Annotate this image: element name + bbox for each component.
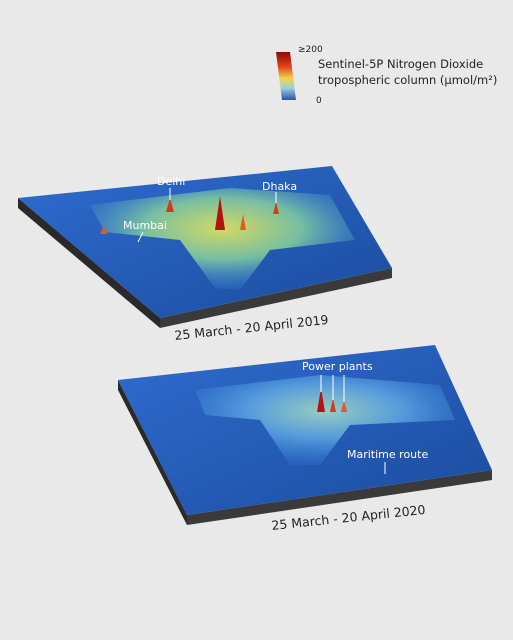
city-label: Mumbai xyxy=(123,219,167,232)
legend: ≥200 0 Sentinel-5P Nitrogen Dioxide trop… xyxy=(276,45,497,106)
map-panel: Delhi Dhaka Mumbai 25 March - 20 April 2… xyxy=(18,166,392,343)
legend-min: 0 xyxy=(316,96,322,106)
legend-max: ≥200 xyxy=(298,45,323,55)
city-label: Delhi xyxy=(157,175,185,188)
feature-label: Power plants xyxy=(302,360,373,373)
feature-label: Maritime route xyxy=(347,448,428,461)
map-panel: Power plants Maritime route 25 March - 2… xyxy=(118,345,492,533)
legend-title: Sentinel-5P Nitrogen Dioxide xyxy=(318,57,483,71)
legend-title: tropospheric column (μmol/m²) xyxy=(318,73,497,87)
city-label: Dhaka xyxy=(262,180,297,193)
color-scale xyxy=(276,52,296,100)
